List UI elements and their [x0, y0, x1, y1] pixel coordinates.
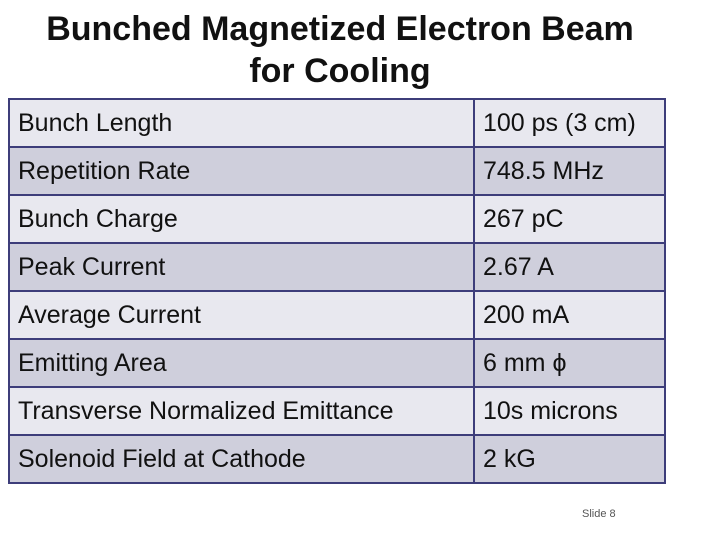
parameter-table: Bunch Length 100 ps (3 cm) Repetition Ra… — [8, 98, 666, 484]
parameter-label: Peak Current — [8, 242, 475, 292]
parameter-label: Solenoid Field at Cathode — [8, 434, 475, 484]
parameter-label: Bunch Charge — [8, 194, 475, 244]
table-row: Peak Current 2.67 A — [8, 242, 666, 292]
table-row: Transverse Normalized Emittance 10s micr… — [8, 386, 666, 436]
parameter-value: 6 mm ϕ — [473, 338, 666, 388]
parameter-value: 748.5 MHz — [473, 146, 666, 196]
parameter-value: 10s microns — [473, 386, 666, 436]
parameter-value: 2.67 A — [473, 242, 666, 292]
table-row: Bunch Length 100 ps (3 cm) — [8, 98, 666, 148]
parameter-value: 267 pC — [473, 194, 666, 244]
table-row: Bunch Charge 267 pC — [8, 194, 666, 244]
slide-number: Slide 8 — [582, 508, 616, 520]
table-row: Average Current 200 mA — [8, 290, 666, 340]
parameter-label: Emitting Area — [8, 338, 475, 388]
title-line-2: for Cooling — [249, 52, 431, 90]
table-row: Solenoid Field at Cathode 2 kG — [8, 434, 666, 484]
table-row: Emitting Area 6 mm ϕ — [8, 338, 666, 388]
title-line-1: Bunched Magnetized Electron Beam — [46, 10, 634, 48]
parameter-value: 100 ps (3 cm) — [473, 98, 666, 148]
parameter-label: Transverse Normalized Emittance — [8, 386, 475, 436]
parameter-label: Bunch Length — [8, 98, 475, 148]
parameter-label: Repetition Rate — [8, 146, 475, 196]
parameter-label: Average Current — [8, 290, 475, 340]
slide-title: Bunched Magnetized Electron Beam for Coo… — [0, 8, 680, 92]
table-row: Repetition Rate 748.5 MHz — [8, 146, 666, 196]
parameter-value: 2 kG — [473, 434, 666, 484]
parameter-value: 200 mA — [473, 290, 666, 340]
